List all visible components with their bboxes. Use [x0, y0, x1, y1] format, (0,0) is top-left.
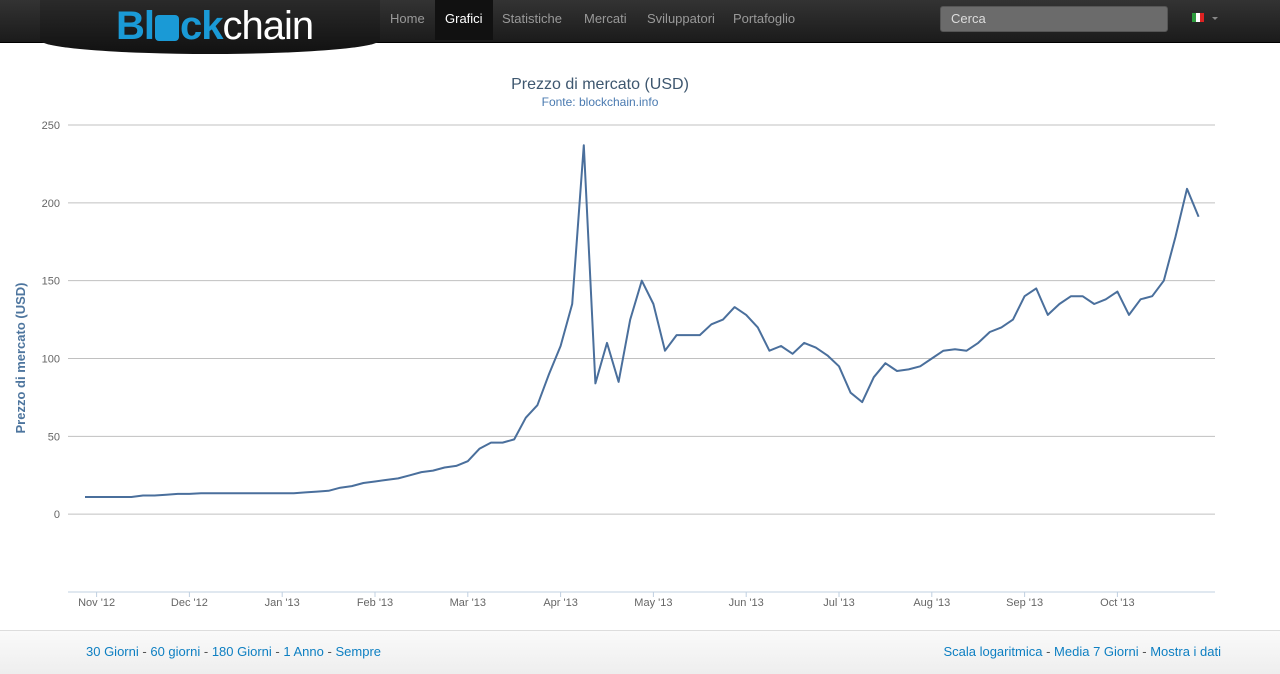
separator: - — [1046, 644, 1051, 659]
footer-link[interactable]: Scala logaritmica — [943, 644, 1043, 659]
footer: 30 Giorni - 60 giorni - 180 Giorni - 1 A… — [0, 630, 1280, 674]
logo-tab — [40, 0, 380, 54]
footer-link[interactable]: Media 7 Giorni — [1054, 644, 1139, 659]
x-tick-label: Jul '13 — [823, 597, 854, 609]
y-tick-label: 0 — [54, 509, 60, 521]
x-tick-label: Aug '13 — [913, 597, 950, 609]
x-tick-label: Apr '13 — [543, 597, 578, 609]
logo[interactable]: Bl ckchain — [116, 4, 315, 49]
logo-part: ck — [180, 4, 223, 48]
x-tick-label: Dec '12 — [171, 597, 208, 609]
x-tick-label: Jun '13 — [729, 597, 764, 609]
footer-link[interactable]: 1 Anno — [283, 644, 324, 659]
x-tick-label: Sep '13 — [1006, 597, 1043, 609]
navbar: Bl ckchain Cerca Home Grafici Statistiche Me… — [0, 0, 1280, 54]
x-tick-label: Oct '13 — [1100, 597, 1135, 609]
separator: - — [327, 644, 332, 659]
separator: - — [275, 644, 280, 659]
y-tick-label: 50 — [48, 431, 60, 443]
logo-icon — [155, 15, 179, 41]
logo-part: Bl — [116, 4, 155, 48]
separator: - — [203, 644, 209, 659]
y-tick-label: 200 — [42, 198, 60, 210]
x-tick-label: Nov '12 — [78, 597, 115, 609]
y-tick-label: 100 — [42, 354, 60, 366]
nav-item[interactable]: Sviluppatori — [647, 11, 715, 26]
nav-item[interactable]: Home — [390, 11, 425, 26]
price-line — [85, 144, 1200, 498]
footer-link[interactable]: 60 giorni — [150, 644, 201, 659]
language-flag[interactable] — [1192, 13, 1220, 25]
nav-item[interactable]: Portafoglio — [733, 11, 796, 26]
x-tick-label: Mar '13 — [450, 597, 486, 609]
x-tick-label: Feb '13 — [357, 597, 393, 609]
separator: - — [142, 644, 147, 659]
y-tick-label: 150 — [42, 276, 60, 288]
nav-item[interactable]: Statistiche — [502, 11, 562, 26]
footer-link[interactable]: Sempre — [335, 644, 382, 659]
footer-link[interactable]: Mostra i dati — [1150, 644, 1221, 659]
x-tick-label: Jan '13 — [265, 597, 300, 609]
separator: - — [1142, 644, 1147, 659]
search-input[interactable]: Cerca — [940, 6, 1168, 32]
chart-subtitle: Fonte: blockchain.info — [542, 95, 659, 109]
footer-link[interactable]: 180 Giorni — [211, 644, 272, 659]
chart-title: Prezzo di mercato (USD) — [511, 76, 689, 93]
nav-item[interactable]: Grafici — [435, 0, 493, 40]
nav-item[interactable]: Mercati — [584, 11, 627, 26]
range-links: 30 Giorni - 60 giorni - 180 Giorni - 1 A… — [86, 644, 381, 659]
y-tick-label: 250 — [42, 120, 60, 132]
option-links: Scala logaritmica - Media 7 Giorni - Mos… — [943, 644, 1221, 659]
logo-part: chain — [222, 4, 315, 48]
chart: Prezzo di mercato (USD) Fonte: blockchai… — [13, 76, 1215, 609]
x-tick-label: May '13 — [634, 597, 672, 609]
footer-link[interactable]: 30 Giorni — [86, 644, 139, 659]
y-axis-title: Prezzo di mercato (USD) — [13, 283, 28, 434]
